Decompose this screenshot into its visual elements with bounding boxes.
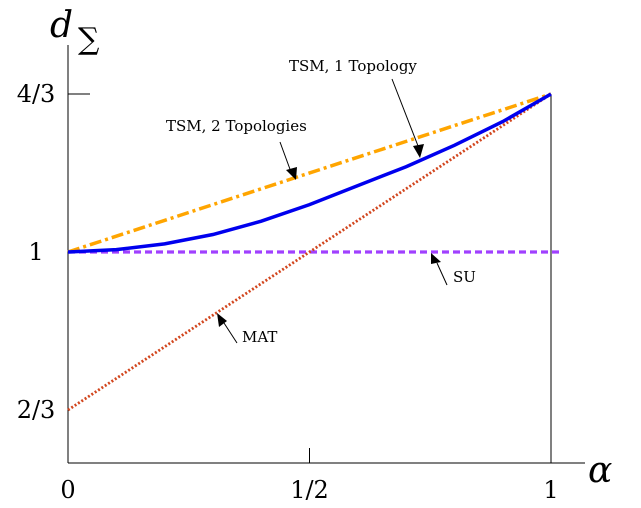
annotation-arrowhead-tsm-1-topology <box>413 144 424 158</box>
series <box>67 92 561 412</box>
annotation-label-mat: MAT <box>242 328 277 346</box>
annotation-arrow-tsm-2-topologies <box>279 141 292 173</box>
annotation-arrowhead-tsm-2-topologies <box>286 167 297 180</box>
annotations: TSM, 1 Topology TSM, 2 Topologies SU MAT <box>166 57 476 346</box>
annotation-label-su: SU <box>453 268 476 286</box>
annotation-arrow-mat <box>223 322 238 344</box>
axes <box>67 45 585 464</box>
y-axis-label: d <box>50 5 73 46</box>
annotation-label-tsm-2-topologies: TSM, 2 Topologies <box>166 117 307 135</box>
annotation-arrow-su <box>436 262 448 286</box>
annotation-arrowhead-mat <box>217 313 227 327</box>
x-tick-label: 0 <box>60 476 75 504</box>
x-axis-label: α <box>588 450 612 491</box>
y-axis-label-subscript: ∑ <box>78 22 100 57</box>
series-line-mat <box>67 92 552 412</box>
annotation-label-tsm-1-topology: TSM, 1 Topology <box>289 57 417 75</box>
series-line-tsm-1-topology <box>67 92 552 254</box>
x-tick-label: 1 <box>543 476 558 504</box>
ticks: 0 1/2 1 2/3 1 4/3 <box>17 80 559 504</box>
annotation-arrowhead-su <box>431 253 441 264</box>
y-tick-label: 2/3 <box>17 396 56 424</box>
series-line-tsm-2-topologies <box>67 92 552 254</box>
y-tick-label: 4/3 <box>17 80 56 108</box>
y-tick-label: 1 <box>28 238 43 266</box>
axis-labels: d ∑ α <box>50 5 612 491</box>
annotation-arrow-tsm-1-topology <box>391 78 421 152</box>
x-tick-label: 1/2 <box>290 476 329 504</box>
